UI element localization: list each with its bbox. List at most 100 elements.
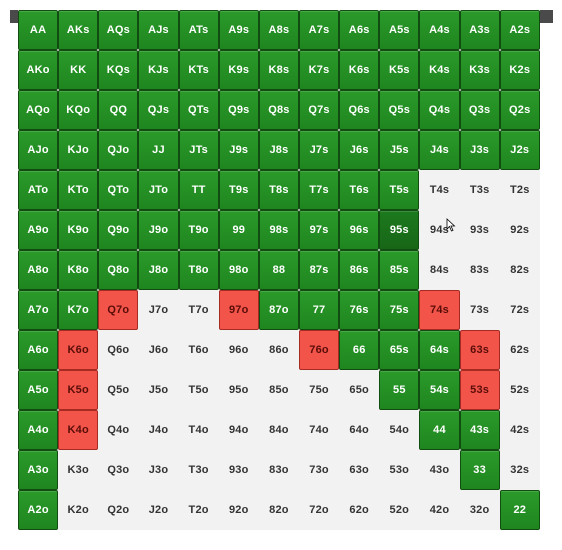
hand-cell-t5o[interactable]: T5o	[178, 370, 219, 410]
hand-cell-k7o[interactable]: K7o	[58, 290, 99, 330]
hand-cell-94o[interactable]: 94o	[218, 410, 259, 450]
hand-cell-a3o[interactable]: A3o	[18, 450, 59, 490]
hand-cell-k2o[interactable]: K2o	[58, 490, 99, 530]
hand-cell-54o[interactable]: 54o	[379, 410, 420, 450]
hand-cell-65s[interactable]: 65s	[379, 330, 420, 370]
hand-cell-ajo[interactable]: AJo	[18, 130, 59, 170]
hand-cell-88[interactable]: 88	[258, 250, 299, 290]
hand-cell-94s[interactable]: 94s	[419, 210, 460, 250]
hand-cell-aa[interactable]: AA	[18, 10, 59, 50]
hand-cell-98s[interactable]: 98s	[258, 210, 299, 250]
hand-cell-ajs[interactable]: AJs	[138, 10, 179, 50]
hand-cell-87s[interactable]: 87s	[298, 250, 340, 290]
hand-cell-t8o[interactable]: T8o	[178, 250, 219, 290]
hand-cell-t7o[interactable]: T7o	[178, 290, 219, 330]
hand-cell-95s[interactable]: 95s	[379, 210, 420, 250]
hand-cell-kts[interactable]: KTs	[178, 50, 219, 90]
hand-cell-44[interactable]: 44	[419, 410, 460, 450]
hand-cell-kto[interactable]: KTo	[58, 170, 99, 210]
hand-cell-k3o[interactable]: K3o	[58, 450, 99, 490]
hand-cell-63s[interactable]: 63s	[459, 330, 500, 370]
hand-cell-53o[interactable]: 53o	[379, 450, 420, 490]
hand-cell-aqo[interactable]: AQo	[18, 90, 59, 130]
hand-cell-73o[interactable]: 73o	[298, 450, 340, 490]
hand-cell-75s[interactable]: 75s	[379, 290, 420, 330]
hand-cell-a9s[interactable]: A9s	[218, 10, 259, 50]
hand-cell-qts[interactable]: QTs	[178, 90, 219, 130]
hand-cell-98o[interactable]: 98o	[218, 250, 259, 290]
hand-cell-54s[interactable]: 54s	[419, 370, 460, 410]
hand-cell-jto[interactable]: JTo	[138, 170, 179, 210]
hand-cell-tt[interactable]: TT	[178, 170, 219, 210]
hand-cell-q9s[interactable]: Q9s	[218, 90, 259, 130]
hand-cell-96s[interactable]: 96s	[339, 210, 380, 250]
hand-cell-q7o[interactable]: Q7o	[98, 290, 139, 330]
hand-cell-j2o[interactable]: J2o	[138, 490, 179, 530]
hand-cell-t6o[interactable]: T6o	[178, 330, 219, 370]
hand-cell-k5s[interactable]: K5s	[379, 50, 420, 90]
hand-cell-72o[interactable]: 72o	[298, 490, 340, 530]
hand-cell-74s[interactable]: 74s	[419, 290, 460, 330]
hand-cell-j8s[interactable]: J8s	[258, 130, 299, 170]
hand-cell-qq[interactable]: QQ	[98, 90, 139, 130]
hand-cell-k2s[interactable]: K2s	[499, 50, 540, 90]
hand-cell-92o[interactable]: 92o	[218, 490, 259, 530]
hand-cell-j3s[interactable]: J3s	[459, 130, 500, 170]
hand-cell-t3o[interactable]: T3o	[178, 450, 219, 490]
hand-cell-63o[interactable]: 63o	[339, 450, 380, 490]
hand-cell-j9s[interactable]: J9s	[218, 130, 259, 170]
hand-cell-a4o[interactable]: A4o	[18, 410, 59, 450]
hand-cell-83o[interactable]: 83o	[258, 450, 299, 490]
hand-cell-kjs[interactable]: KJs	[138, 50, 179, 90]
hand-cell-j4s[interactable]: J4s	[419, 130, 460, 170]
hand-cell-j8o[interactable]: J8o	[138, 250, 179, 290]
hand-cell-q8o[interactable]: Q8o	[98, 250, 139, 290]
hand-cell-qjo[interactable]: QJo	[98, 130, 139, 170]
hand-cell-96o[interactable]: 96o	[218, 330, 259, 370]
hand-cell-j7o[interactable]: J7o	[138, 290, 179, 330]
hand-cell-83s[interactable]: 83s	[459, 250, 500, 290]
hand-cell-64s[interactable]: 64s	[419, 330, 460, 370]
hand-cell-q9o[interactable]: Q9o	[98, 210, 139, 250]
hand-cell-65o[interactable]: 65o	[339, 370, 380, 410]
hand-cell-84o[interactable]: 84o	[258, 410, 299, 450]
hand-cell-ako[interactable]: AKo	[18, 50, 59, 90]
hand-cell-97o[interactable]: 97o	[218, 290, 259, 330]
hand-cell-77[interactable]: 77	[298, 290, 340, 330]
hand-cell-a9o[interactable]: A9o	[18, 210, 59, 250]
hand-cell-k3s[interactable]: K3s	[459, 50, 500, 90]
hand-cell-t8s[interactable]: T8s	[258, 170, 299, 210]
hand-cell-93o[interactable]: 93o	[218, 450, 259, 490]
hand-cell-t3s[interactable]: T3s	[459, 170, 500, 210]
hand-cell-a8o[interactable]: A8o	[18, 250, 59, 290]
hand-cell-aqs[interactable]: AQs	[98, 10, 139, 50]
hand-cell-ato[interactable]: ATo	[18, 170, 59, 210]
hand-cell-74o[interactable]: 74o	[298, 410, 340, 450]
hand-cell-32o[interactable]: 32o	[459, 490, 500, 530]
hand-cell-99[interactable]: 99	[218, 210, 259, 250]
hand-cell-k7s[interactable]: K7s	[298, 50, 340, 90]
hand-cell-kk[interactable]: KK	[58, 50, 99, 90]
hand-cell-62o[interactable]: 62o	[339, 490, 380, 530]
hand-cell-76o[interactable]: 76o	[298, 330, 340, 370]
hand-cell-32s[interactable]: 32s	[499, 450, 540, 490]
hand-cell-62s[interactable]: 62s	[499, 330, 540, 370]
hand-cell-k8o[interactable]: K8o	[58, 250, 99, 290]
hand-cell-j9o[interactable]: J9o	[138, 210, 179, 250]
hand-cell-q4o[interactable]: Q4o	[98, 410, 139, 450]
hand-cell-t9o[interactable]: T9o	[178, 210, 219, 250]
hand-cell-aks[interactable]: AKs	[58, 10, 99, 50]
hand-cell-qjs[interactable]: QJs	[138, 90, 179, 130]
hand-cell-95o[interactable]: 95o	[218, 370, 259, 410]
hand-cell-q3o[interactable]: Q3o	[98, 450, 139, 490]
hand-cell-a2o[interactable]: A2o	[18, 490, 59, 530]
hand-cell-86o[interactable]: 86o	[258, 330, 299, 370]
hand-cell-j3o[interactable]: J3o	[138, 450, 179, 490]
hand-cell-t2o[interactable]: T2o	[178, 490, 219, 530]
hand-cell-j2s[interactable]: J2s	[499, 130, 540, 170]
hand-cell-84s[interactable]: 84s	[419, 250, 460, 290]
hand-cell-a8s[interactable]: A8s	[258, 10, 299, 50]
hand-cell-jts[interactable]: JTs	[178, 130, 219, 170]
hand-cell-72s[interactable]: 72s	[499, 290, 540, 330]
hand-cell-85s[interactable]: 85s	[379, 250, 420, 290]
